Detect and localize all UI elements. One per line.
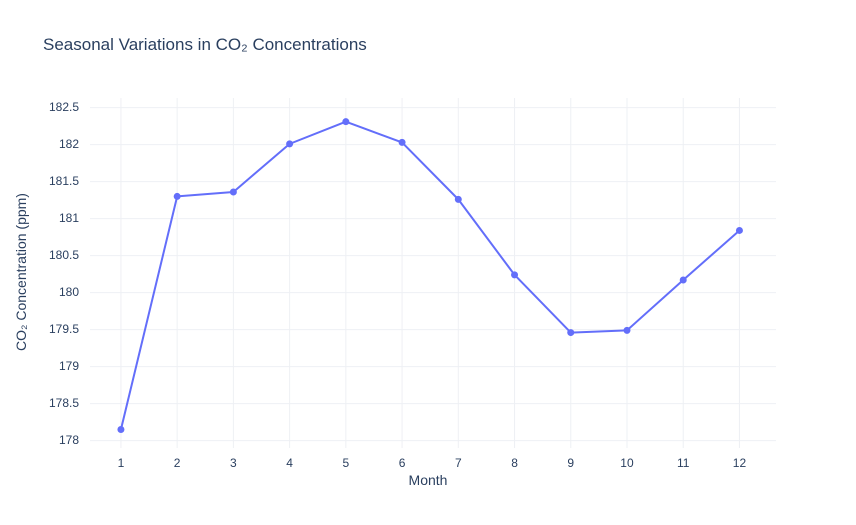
data-point[interactable] bbox=[454, 195, 462, 203]
y-tick-label: 178.5 bbox=[49, 396, 79, 410]
x-tick-label: 8 bbox=[511, 456, 518, 470]
x-tick-label: 5 bbox=[343, 456, 350, 470]
data-point[interactable] bbox=[567, 329, 575, 337]
data-point[interactable] bbox=[117, 426, 125, 434]
data-point[interactable] bbox=[398, 138, 406, 146]
x-tick-label: 4 bbox=[286, 456, 293, 470]
x-tick-label: 11 bbox=[677, 456, 690, 470]
x-axis-ticks: 1 2 3 4 5 6 7 8 9 10 11 12 bbox=[118, 456, 747, 470]
y-tick-label: 178 bbox=[59, 433, 79, 447]
x-tick-label: 2 bbox=[174, 456, 181, 470]
data-point[interactable] bbox=[229, 188, 237, 196]
data-point[interactable] bbox=[342, 118, 350, 126]
x-tick-label: 9 bbox=[567, 456, 574, 470]
x-tick-label: 6 bbox=[399, 456, 406, 470]
data-point[interactable] bbox=[679, 276, 687, 284]
x-tick-label: 3 bbox=[230, 456, 237, 470]
x-tick-label: 12 bbox=[733, 456, 747, 470]
data-point[interactable] bbox=[286, 140, 294, 148]
y-tick-label: 180 bbox=[59, 285, 79, 299]
x-axis-title: Month bbox=[409, 472, 448, 488]
y-axis-ticks: 178 178.5 179 179.5 180 180.5 181 181.5 182 182.5 bbox=[49, 100, 79, 447]
data-point[interactable] bbox=[735, 226, 743, 234]
data-point[interactable] bbox=[511, 271, 519, 279]
y-axis-title: CO₂ Concentration (ppm) bbox=[13, 193, 29, 351]
y-tick-label: 181.5 bbox=[49, 174, 79, 188]
x-tick-label: 7 bbox=[455, 456, 462, 470]
data-point[interactable] bbox=[173, 192, 181, 200]
data-point[interactable] bbox=[623, 326, 631, 334]
series-line bbox=[119, 120, 741, 430]
x-tick-label: 10 bbox=[620, 456, 634, 470]
y-tick-label: 179 bbox=[59, 359, 79, 373]
gridlines bbox=[90, 98, 776, 448]
y-tick-label: 182 bbox=[59, 137, 79, 151]
y-tick-label: 179.5 bbox=[49, 322, 79, 336]
y-tick-label: 180.5 bbox=[49, 248, 79, 262]
series-layer bbox=[117, 118, 743, 434]
y-tick-label: 181 bbox=[59, 211, 79, 225]
y-tick-label: 182.5 bbox=[49, 100, 79, 114]
x-tick-label: 1 bbox=[118, 456, 125, 470]
chart-title: Seasonal Variations in CO₂ Concentration… bbox=[43, 35, 367, 54]
